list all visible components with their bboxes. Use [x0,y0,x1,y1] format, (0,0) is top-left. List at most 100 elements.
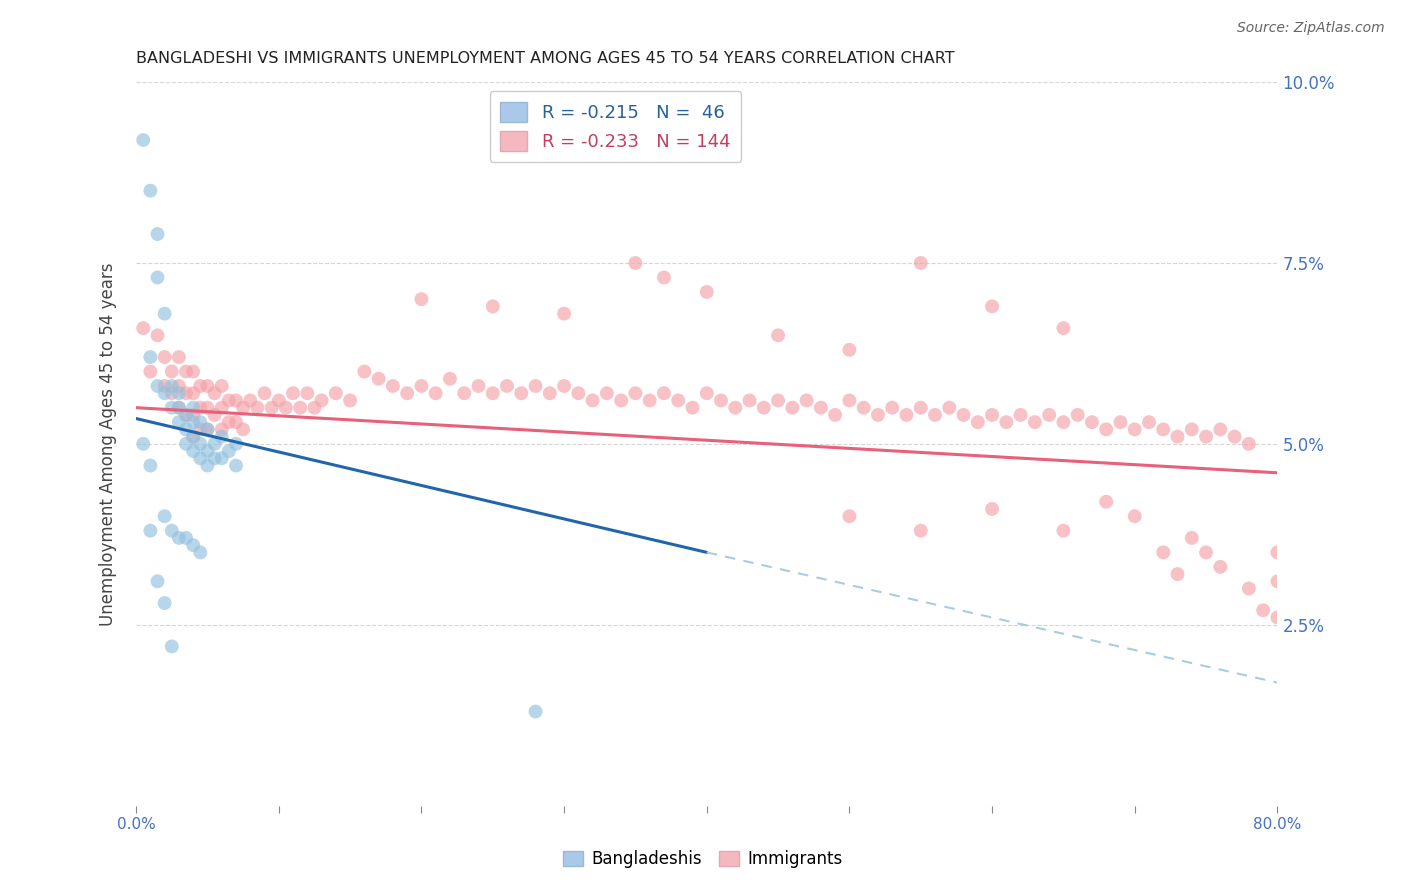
Point [188,437,211,451]
Point [481,299,503,313]
Point [188,415,211,429]
Point [174,364,197,378]
Text: Source: ZipAtlas.com: Source: ZipAtlas.com [1237,21,1385,35]
Point [766,393,789,408]
Point [181,401,204,415]
Point [174,408,197,422]
Point [682,401,704,415]
Point [153,379,176,393]
Point [524,379,547,393]
Point [453,386,475,401]
Point [181,429,204,443]
Point [232,401,254,415]
Point [496,379,519,393]
Point [197,401,219,415]
Point [167,415,190,429]
Point [211,451,233,466]
Point [1095,422,1118,436]
Point [838,509,860,524]
Point [666,393,689,408]
Point [181,415,204,429]
Point [1137,415,1160,429]
Point [311,393,333,408]
Point [1066,408,1088,422]
Point [281,386,304,401]
Point [160,364,183,378]
Point [1052,321,1074,335]
Point [481,386,503,401]
Point [274,401,297,415]
Point [910,524,932,538]
Point [710,393,733,408]
Point [411,292,433,306]
Point [132,133,155,147]
Point [153,307,176,321]
Point [267,393,290,408]
Point [652,270,675,285]
Point [924,408,946,422]
Point [396,386,419,401]
Text: BANGLADESHI VS IMMIGRANTS UNEMPLOYMENT AMONG AGES 45 TO 54 YEARS CORRELATION CHA: BANGLADESHI VS IMMIGRANTS UNEMPLOYMENT A… [136,51,955,66]
Point [1181,531,1204,545]
Point [425,386,447,401]
Point [766,328,789,343]
Point [253,386,276,401]
Point [204,408,226,422]
Point [288,401,311,415]
Point [246,401,269,415]
Y-axis label: Unemployment Among Ages 45 to 54 years: Unemployment Among Ages 45 to 54 years [100,262,117,625]
Point [524,705,547,719]
Point [197,458,219,473]
Point [188,401,211,415]
Point [197,444,219,458]
Point [810,401,832,415]
Point [353,364,375,378]
Point [218,444,240,458]
Point [896,408,918,422]
Point [1095,494,1118,508]
Point [146,574,169,589]
Point [553,379,575,393]
Point [260,401,283,415]
Point [181,538,204,552]
Point [1181,422,1204,436]
Point [1024,415,1046,429]
Point [197,422,219,436]
Point [752,401,775,415]
Point [325,386,347,401]
Point [204,386,226,401]
Point [1052,524,1074,538]
Point [225,458,247,473]
Point [638,393,661,408]
Point [838,393,860,408]
Point [824,408,846,422]
Point [838,343,860,357]
Point [167,401,190,415]
Point [146,328,169,343]
Point [132,321,155,335]
Point [218,393,240,408]
Point [1251,603,1274,617]
Point [304,401,326,415]
Point [146,227,169,241]
Point [139,458,162,473]
Point [652,386,675,401]
Point [796,393,818,408]
Point [1267,545,1289,559]
Point [467,379,489,393]
Point [218,415,240,429]
Point [1167,429,1189,443]
Point [367,372,389,386]
Point [1123,422,1146,436]
Point [146,270,169,285]
Point [439,372,461,386]
Point [696,285,718,299]
Point [910,256,932,270]
Point [174,408,197,422]
Point [160,524,183,538]
Point [1152,545,1174,559]
Point [167,379,190,393]
Point [139,350,162,364]
Point [225,437,247,451]
Point [160,640,183,654]
